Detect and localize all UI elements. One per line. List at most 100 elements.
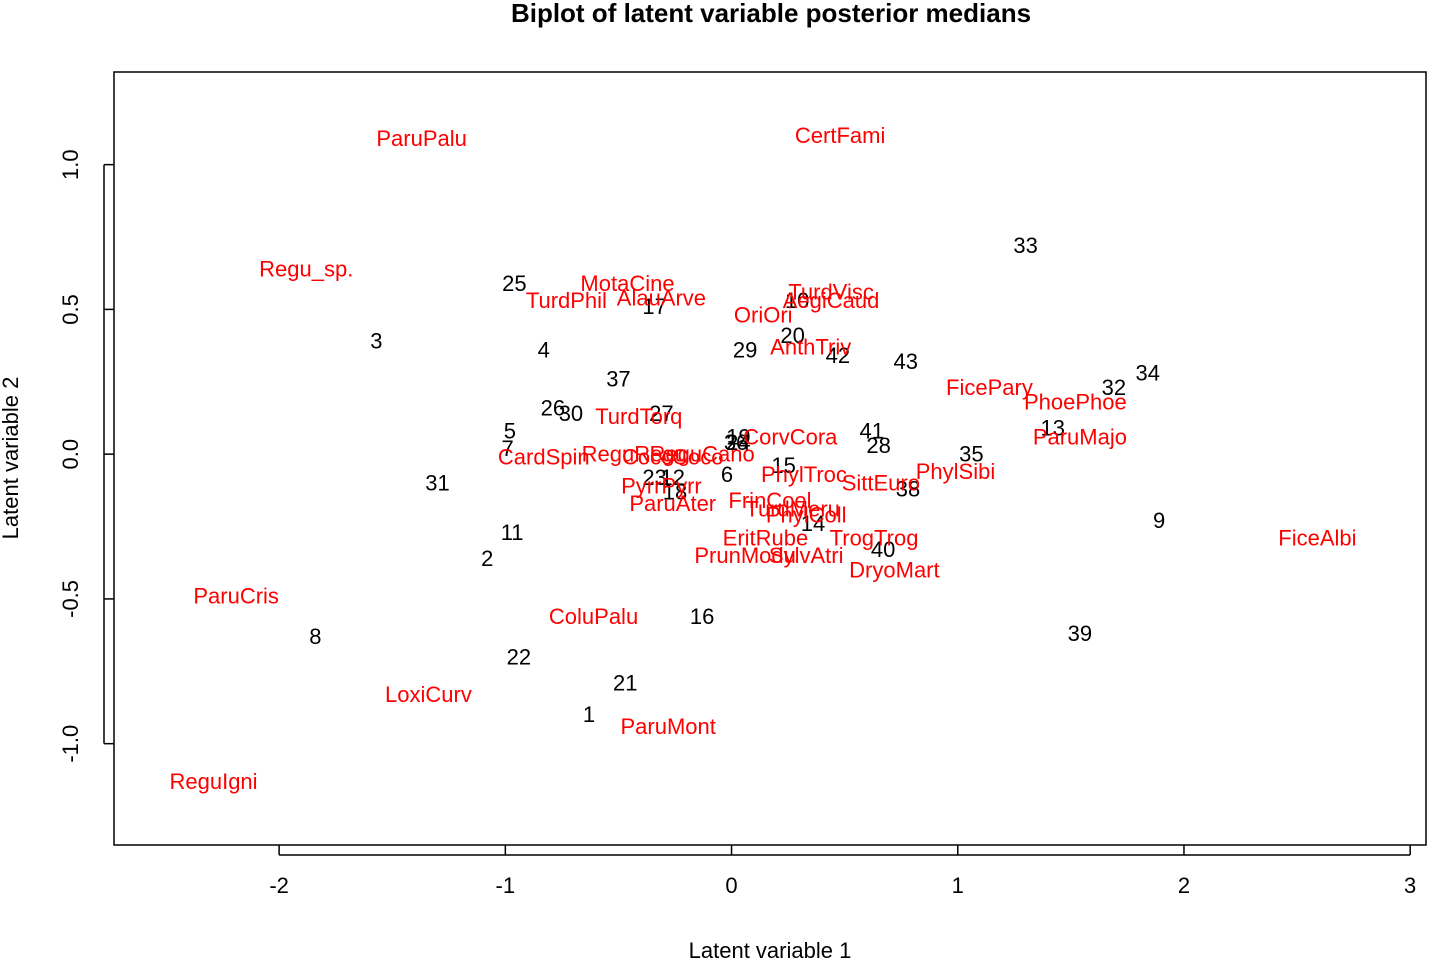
species-label-turdmeru: TurdMeru (745, 497, 840, 522)
site-label-36: 36 (724, 430, 748, 455)
site-label-10: 10 (785, 288, 809, 313)
species-label-trogtrog: TrogTrog (830, 526, 919, 551)
species-label-aegicaud: AegiCaud (783, 288, 880, 313)
site-label-15: 15 (771, 453, 795, 478)
site-label-2: 2 (481, 546, 493, 571)
site-label-14: 14 (801, 511, 825, 536)
species-label-cocccoco: CoccCoco (622, 445, 723, 470)
site-label-29: 29 (733, 337, 757, 362)
site-label-27: 27 (649, 401, 673, 426)
species-label-phylcoll: PhylColl (766, 502, 847, 527)
species-label-parupalu: ParuPalu (376, 126, 467, 151)
site-label-37: 37 (606, 366, 630, 391)
y-tick-label: 0.0 (58, 439, 83, 470)
site-label-39: 39 (1068, 621, 1092, 646)
y-axis-label: Latent variable 2 (0, 377, 23, 540)
species-label-certfami: CertFami (795, 123, 885, 148)
y-axis: -1.0 -0.5 0.0 0.5 1.0 (58, 149, 114, 763)
site-label-34: 34 (1136, 361, 1160, 386)
site-label-28: 28 (866, 433, 890, 458)
species-label-parumajo: ParuMajo (1033, 424, 1127, 449)
species-label-phyltroc: PhylTroc (761, 462, 847, 487)
site-label-16: 16 (690, 604, 714, 629)
site-label-35: 35 (959, 442, 983, 467)
site-label-33: 33 (1013, 233, 1037, 258)
site-label-18: 18 (663, 479, 687, 504)
site-label-7: 7 (501, 436, 513, 461)
site-label-41: 41 (860, 418, 884, 443)
site-label-12: 12 (660, 465, 684, 490)
site-label-1: 1 (583, 702, 595, 727)
site-label-31: 31 (425, 471, 449, 496)
x-tick-label: 2 (1178, 873, 1190, 898)
y-tick-label: 0.5 (58, 294, 83, 325)
species-label-phylsibi: PhylSibi (916, 459, 995, 484)
site-label-19: 19 (726, 424, 750, 449)
species-label-sitteuro: SittEuro (842, 471, 920, 496)
site-label-25: 25 (502, 271, 526, 296)
x-tick-label: -1 (496, 873, 516, 898)
species-label-paruater: ParuAter (629, 491, 716, 516)
species-label-turdtorq: TurdTorq (595, 404, 682, 429)
plot-frame (113, 71, 1427, 846)
species-label-corvcora: CorvCora (743, 424, 838, 449)
species-label-frincoel: FrinCoel (728, 488, 811, 513)
site-label-21: 21 (613, 670, 637, 695)
site-label-38: 38 (896, 476, 920, 501)
y-tick-label: 1.0 (58, 149, 83, 180)
species-label-turdvisc: TurdVisc (788, 280, 874, 305)
site-labels-layer: 123 4567891011121314151617181920212223242… (309, 233, 1165, 727)
site-label-11: 11 (501, 520, 524, 545)
site-label-40: 40 (871, 537, 895, 562)
site-label-4: 4 (538, 337, 550, 362)
species-label-alauarve: AlauArve (617, 285, 706, 310)
species-label-oriori: OriOri (734, 303, 793, 328)
y-tick-label: -0.5 (58, 580, 83, 618)
species-label-phoephoe: PhoePhoe (1024, 390, 1127, 415)
species-label-anthtriv: AnthTriv (770, 335, 851, 360)
species-label-ficepary: FicePary (946, 375, 1033, 400)
site-label-22: 22 (507, 644, 531, 669)
species-label-regucano: ReguCano (650, 442, 755, 467)
species-label-sylvatri: SylvAtri (769, 543, 844, 568)
species-label-prunmodu: PrunModu (694, 543, 796, 568)
species-label-colupalu: ColuPalu (549, 604, 638, 629)
species-label-reguigni: ReguIgni (169, 769, 257, 794)
site-label-20: 20 (780, 323, 804, 348)
species-label-dryomart: DryoMart (849, 557, 939, 582)
site-label-30: 30 (559, 401, 583, 426)
species-label-cardspin: CardSpin (498, 445, 590, 470)
site-label-5: 5 (504, 418, 516, 443)
species-label-pyrrpyrr: PyrrPyrr (621, 474, 702, 499)
site-label-43: 43 (893, 349, 917, 374)
site-label-8: 8 (309, 624, 321, 649)
species-labels-layer: ParuPalu CertFami Regu_sp. MotaCineTurdPhil… (169, 123, 1356, 794)
y-tick-label: -1.0 (58, 725, 83, 763)
site-label-24: 24 (726, 430, 750, 455)
site-label-17: 17 (642, 294, 666, 319)
site-label-26: 26 (541, 395, 565, 420)
species-label-reguregu: ReguRegu (582, 442, 687, 467)
species-label-eritrube: EritRube (723, 526, 809, 551)
species-label-parumont: ParuMont (621, 714, 716, 739)
species-label-loxicurv: LoxiCurv (385, 682, 472, 707)
species-label-regu-sp-: Regu_sp. (259, 256, 353, 281)
x-axis: -2 -1 0 1 2 3 (269, 845, 1416, 898)
site-label-13: 13 (1041, 416, 1065, 441)
site-label-3: 3 (370, 329, 382, 354)
x-tick-label: 1 (952, 873, 964, 898)
site-label-23: 23 (642, 465, 666, 490)
species-label-turdphil: TurdPhil (526, 288, 607, 313)
site-label-9: 9 (1153, 508, 1165, 533)
x-axis-label: Latent variable 1 (689, 938, 852, 960)
site-label-6: 6 (721, 462, 733, 487)
site-label-42: 42 (826, 343, 850, 368)
x-tick-label: -2 (269, 873, 289, 898)
x-tick-label: 3 (1404, 873, 1416, 898)
species-label-motacine: MotaCine (580, 271, 674, 296)
species-label-ficealbi: FiceAlbi (1278, 526, 1356, 551)
x-tick-label: 0 (725, 873, 737, 898)
species-label-parucris: ParuCris (193, 584, 279, 609)
site-label-32: 32 (1102, 375, 1126, 400)
